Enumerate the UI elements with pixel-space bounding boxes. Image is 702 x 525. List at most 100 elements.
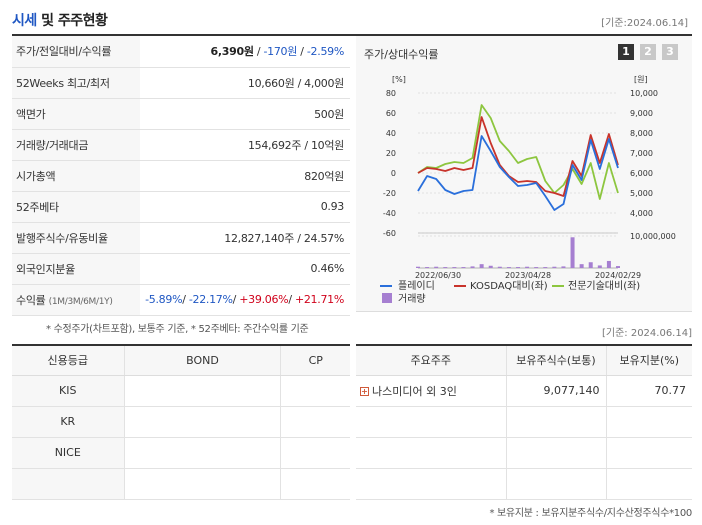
chart-title: 주가/상대수익률 (364, 48, 439, 61)
quote-value: 10,660원 / 4,000원 (140, 67, 350, 99)
volume-bar (479, 264, 484, 268)
chart-tab-1[interactable]: 1 (618, 44, 634, 60)
volume-bar (416, 266, 420, 268)
return-1m: -5.89% (145, 293, 183, 306)
cp-rating (280, 375, 350, 407)
left-tick-label: 20 (386, 149, 396, 158)
credit-header: BOND (124, 344, 282, 376)
volume-bar (443, 267, 448, 268)
right-tick-label: 10,000 (630, 89, 658, 98)
volume-bar (488, 265, 493, 268)
left-tick-label: -20 (383, 189, 396, 198)
quote-row: 발행주식수/유동비율 12,827,140주 / 24.57% (12, 222, 350, 254)
legend-label: KOSDAQ대비(좌) (470, 280, 548, 292)
left-tick-label: -40 (383, 209, 396, 218)
volume-bar (497, 266, 502, 268)
change-value: -170원 (263, 45, 298, 59)
quote-label: 발행주식수/유동비율 (12, 222, 140, 254)
left-tick-label: 60 (386, 109, 396, 118)
quote-label: 시가총액 (12, 160, 140, 192)
credit-header-row: 신용등급 BOND CP (12, 344, 350, 376)
quote-label: 52주베타 (12, 191, 140, 223)
quote-value: 500원 (140, 98, 350, 130)
shareholder-header: 보유지분(%) (606, 344, 692, 376)
legend-label: 거래량 (398, 293, 426, 305)
right-tick-label: 6,000 (630, 169, 653, 178)
plus-icon[interactable]: + (360, 387, 369, 396)
quote-row: 주가/전일대비/수익률 6,390원 / -170원 / -2.59% (12, 36, 350, 68)
left-axis-unit: [%] (392, 75, 406, 84)
right-tick-label: 9,000 (630, 109, 653, 118)
series-line (417, 116, 619, 197)
bond-rating (124, 437, 282, 469)
volume-bar (525, 266, 530, 268)
share-percent: 70.77 (606, 375, 692, 407)
credit-rating-table: 신용등급 BOND CP KIS KR NICE (12, 344, 350, 500)
left-tick-label: -60 (383, 229, 396, 238)
quote-value: 0.46% (140, 253, 350, 285)
shareholder-name[interactable]: + 나스미디어 외 3인 (356, 375, 507, 407)
volume-bar (452, 267, 457, 268)
shareholder-table: 주요주주 보유주식수(보통) 보유지분(%) + 나스미디어 외 3인 9,077… (356, 344, 692, 500)
shareholder-header-row: 주요주주 보유주식수(보통) 보유지분(%) (356, 344, 692, 376)
volume-tick-label: 10,000,000 (630, 232, 676, 241)
volume-bar (543, 267, 548, 268)
series-line (417, 104, 619, 200)
chart-tab-2[interactable]: 2 (640, 44, 656, 60)
quote-table: 주가/전일대비/수익률 6,390원 / -170원 / -2.59% 52We… (12, 36, 350, 316)
shareholder-header: 보유주식수(보통) (506, 344, 607, 376)
cp-rating (280, 406, 350, 438)
x-tick-label: 2022/06/30 (415, 271, 461, 280)
volume-bar (570, 237, 575, 268)
credit-header: CP (280, 344, 350, 376)
agency-name: NICE (12, 437, 125, 469)
volume-bar (516, 267, 520, 268)
quote-value: 820억원 (140, 160, 350, 192)
price-value: 6,390원 (210, 45, 254, 59)
volume-bar (434, 266, 439, 268)
returns-value: -5.89%/ -22.17%/ +39.06%/ +21.71% (140, 284, 350, 316)
volume-bar (588, 262, 593, 268)
return-3m: -22.17% (188, 293, 233, 306)
table-row: NICE (12, 437, 350, 469)
table-row: KR (12, 406, 350, 438)
volume-bar (470, 266, 475, 268)
agency-name: KR (12, 406, 125, 438)
chart-tab-3[interactable]: 3 (662, 44, 678, 60)
quote-value: 154,692주 / 10억원 (140, 129, 350, 161)
page-title: 시세 및 주주현황 (12, 13, 108, 29)
volume-bar (579, 264, 584, 268)
cp-rating (280, 468, 350, 500)
left-tick-label: 40 (386, 129, 396, 138)
volume-bar (552, 266, 557, 268)
table-row (12, 468, 350, 500)
cp-rating (280, 437, 350, 469)
quote-row: 시가총액 820억원 (12, 160, 350, 192)
quote-label: 주가/전일대비/수익률 (12, 36, 140, 68)
right-tick-label: 7,000 (630, 149, 653, 158)
table-row: KIS (12, 375, 350, 407)
right-tick-label: 8,000 (630, 129, 653, 138)
left-tick-label: 80 (386, 89, 396, 98)
x-tick-label: 2024/02/29 (595, 271, 641, 280)
x-tick-label: 2023/04/28 (505, 271, 551, 280)
shares-held: 9,077,140 (506, 375, 607, 407)
shareholder-header: 주요주주 (356, 344, 507, 376)
table-row (356, 437, 692, 469)
agency-name (12, 468, 125, 500)
agency-name: KIS (12, 375, 125, 407)
right-tick-label: 5,000 (630, 189, 653, 198)
volume-bar (616, 266, 620, 268)
right-tick-label: 4,000 (630, 209, 653, 218)
quote-value: 12,827,140주 / 24.57% (140, 222, 350, 254)
left-tick-label: 0 (391, 169, 396, 178)
quote-row: 52주베타 0.93 (12, 191, 350, 223)
credit-header: 신용등급 (12, 344, 125, 376)
quote-value: 6,390원 / -170원 / -2.59% (140, 36, 350, 68)
table-row (356, 468, 692, 500)
quote-label: 거래량/거래대금 (12, 129, 140, 161)
volume-bar (506, 267, 511, 268)
bond-rating (124, 375, 282, 407)
